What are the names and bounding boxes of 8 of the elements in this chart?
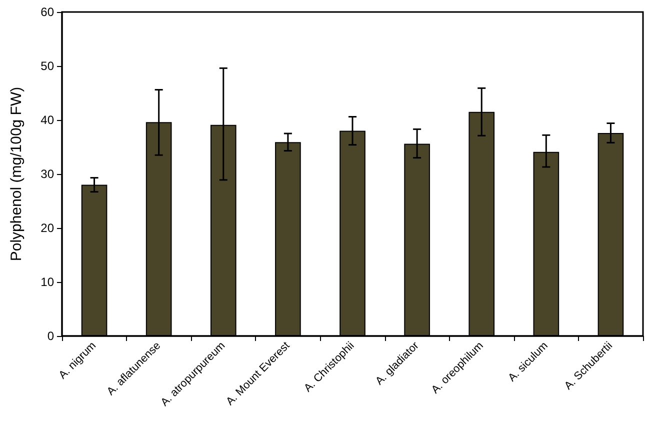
y-tick-label: 10 bbox=[40, 275, 54, 289]
y-tick-label: 50 bbox=[40, 59, 54, 73]
y-tick-label: 60 bbox=[40, 5, 54, 19]
y-tick-label: 40 bbox=[40, 113, 54, 127]
y-tick-label: 0 bbox=[47, 329, 54, 343]
y-axis-title: Polyphenol (mg/100g FW) bbox=[8, 86, 25, 262]
y-tick-label: 30 bbox=[40, 167, 54, 181]
y-tick-label: 20 bbox=[40, 221, 54, 235]
